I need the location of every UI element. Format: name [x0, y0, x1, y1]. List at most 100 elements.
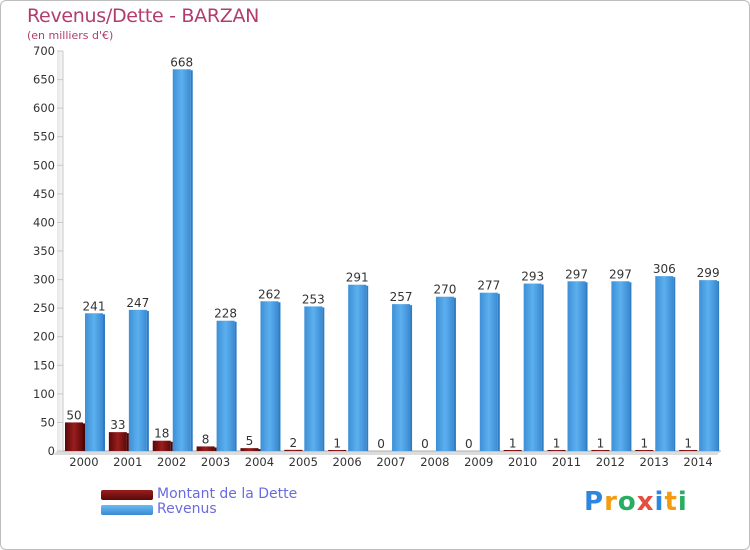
- chart-subtitle: (en milliers d'€): [27, 29, 114, 42]
- bar-dette: [240, 448, 259, 451]
- y-tick-label: 450: [33, 187, 55, 201]
- data-label-dette: 0: [377, 437, 385, 451]
- bar-revenus: [85, 313, 103, 451]
- bar-dette: [635, 450, 654, 451]
- data-label-dette: 0: [465, 437, 473, 451]
- data-label-revenus: 253: [302, 292, 325, 306]
- bar-side: [170, 441, 173, 451]
- y-tick-label: 600: [33, 101, 55, 115]
- bar-side: [146, 310, 149, 451]
- x-tick-label: 2001: [113, 455, 142, 469]
- data-label-revenus: 297: [565, 267, 588, 281]
- x-tick-label: 2013: [640, 455, 669, 469]
- data-label-dette: 18: [154, 427, 169, 441]
- data-label-dette: 1: [684, 436, 692, 450]
- bar-side: [258, 449, 261, 451]
- logo-letter: x: [636, 487, 655, 517]
- x-tick-label: 2010: [508, 455, 537, 469]
- data-label-dette: 33: [110, 418, 125, 432]
- data-label-dette: 5: [246, 434, 254, 448]
- bar-side: [629, 282, 632, 451]
- bar-revenus: [216, 320, 235, 451]
- bar-revenus: [348, 284, 367, 451]
- y-tick-label: 400: [33, 215, 55, 229]
- data-label-revenus: 291: [346, 271, 369, 285]
- x-tick-label: 2004: [245, 455, 274, 469]
- x-tick-label: 2007: [376, 455, 405, 469]
- data-label-revenus: 262: [258, 287, 281, 301]
- data-label-dette: 8: [202, 432, 210, 446]
- y-tick-label: 150: [33, 358, 55, 372]
- y-tick-label: 250: [33, 301, 55, 315]
- bar-side: [366, 285, 369, 451]
- data-label-revenus: 228: [214, 307, 237, 321]
- bar-dette: [679, 450, 698, 451]
- chart-title: Revenus/Dette - BARZAN: [27, 5, 260, 27]
- bar-side: [234, 321, 237, 451]
- x-tick-label: 2014: [683, 455, 712, 469]
- bar-dette: [503, 450, 522, 451]
- bar-side: [190, 70, 193, 452]
- x-tick-label: 2008: [420, 455, 449, 469]
- data-label-dette: 2: [290, 436, 298, 450]
- bar-revenus: [699, 280, 718, 451]
- x-tick-label: 2009: [464, 455, 493, 469]
- y-tick-label: 0: [48, 444, 55, 458]
- x-tick-label: 2002: [157, 455, 186, 469]
- x-tick-label: 2000: [69, 455, 98, 469]
- legend-label-dette: Montant de la Dette: [157, 486, 298, 502]
- data-label-revenus: 297: [609, 267, 632, 281]
- data-label-dette: 50: [66, 408, 81, 422]
- bar-revenus: [567, 281, 586, 451]
- bar-side: [497, 293, 500, 451]
- data-label-dette: 0: [421, 437, 429, 451]
- y-tick-label: 50: [40, 415, 55, 429]
- bar-side: [83, 423, 85, 451]
- bar-dette: [328, 450, 347, 451]
- bar-dette: [152, 440, 171, 451]
- data-label-dette: 1: [509, 436, 517, 450]
- logo-letter: o: [617, 487, 637, 517]
- data-label-dette: 1: [333, 436, 341, 450]
- bar-side: [585, 282, 588, 451]
- bar-dette: [284, 449, 303, 451]
- x-tick-label: 2012: [596, 455, 625, 469]
- y-tick-label: 350: [33, 244, 55, 258]
- data-label-revenus: 270: [433, 283, 456, 297]
- bar-revenus: [435, 296, 454, 451]
- data-label-dette: 1: [640, 436, 648, 450]
- bar-revenus: [611, 281, 630, 451]
- bar-side: [214, 447, 217, 451]
- bar-side: [126, 433, 129, 451]
- x-tick-label: 2003: [201, 455, 230, 469]
- data-label-revenus: 277: [477, 279, 500, 293]
- bar-revenus: [172, 69, 191, 452]
- x-tick-label: 2006: [332, 455, 361, 469]
- y-tick-label: 550: [33, 130, 55, 144]
- data-label-dette: 1: [553, 436, 561, 450]
- bar-revenus: [260, 301, 279, 451]
- bar-side: [322, 307, 325, 451]
- logo-letter: r: [604, 487, 618, 517]
- logo-letter: i: [677, 487, 688, 517]
- bar-dette: [591, 450, 610, 451]
- bar-side: [453, 297, 456, 451]
- logo-letter: P: [584, 487, 605, 517]
- bar-side: [541, 284, 544, 451]
- bar-dette: [547, 450, 566, 451]
- legend-swatch-dette: [101, 490, 153, 500]
- data-label-revenus: 241: [83, 299, 106, 313]
- data-label-revenus: 299: [697, 266, 720, 280]
- bar-side: [103, 314, 105, 451]
- logo-letter: t: [664, 487, 678, 517]
- bar-side: [278, 302, 281, 451]
- data-label-revenus: 247: [126, 296, 149, 310]
- logo-letter: i: [654, 487, 665, 517]
- bar-revenus: [523, 283, 542, 451]
- legend-swatch-revenus: [101, 505, 153, 515]
- bar-revenus: [304, 306, 323, 451]
- x-tick-label: 2011: [552, 455, 581, 469]
- legend-label-revenus: Revenus: [157, 501, 217, 517]
- bar-revenus: [655, 276, 674, 451]
